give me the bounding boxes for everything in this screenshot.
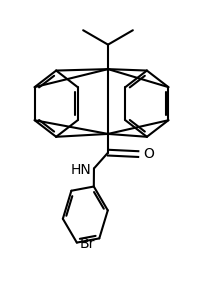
Text: HN: HN xyxy=(71,163,91,177)
Text: Br: Br xyxy=(80,237,95,251)
Text: O: O xyxy=(143,147,154,160)
